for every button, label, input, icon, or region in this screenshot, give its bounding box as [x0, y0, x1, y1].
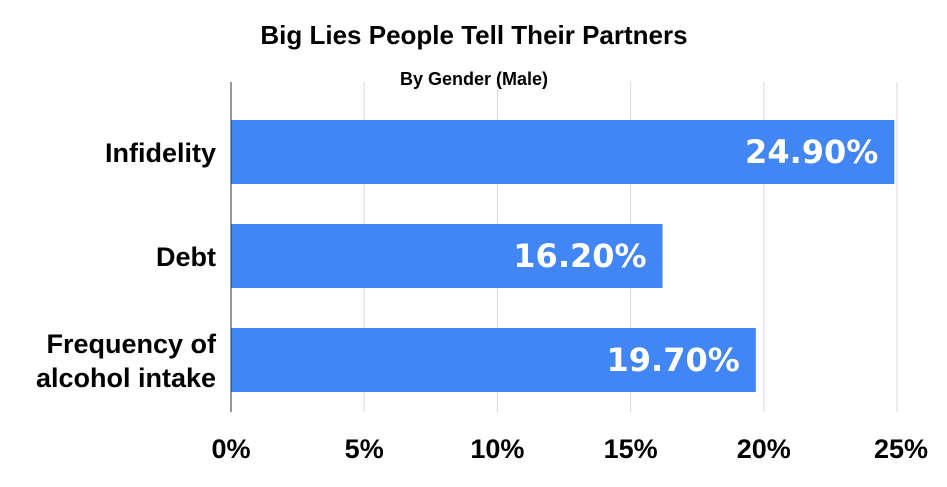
data-label-2: 19.70%: [607, 341, 740, 379]
category-label-2-0: Frequency of: [46, 329, 217, 359]
chart-title: Big Lies People Tell Their Partners: [260, 20, 687, 50]
x-tick-label-2: 10%: [470, 434, 524, 464]
category-label-1-0: Debt: [156, 242, 216, 272]
category-label-0-0: Infidelity: [105, 138, 216, 168]
bar-0: [231, 120, 895, 184]
bars: [231, 120, 895, 392]
bar-1: [231, 224, 663, 288]
category-label-2-1: alcohol intake: [36, 363, 216, 393]
x-tick-label-5: 25%: [874, 434, 928, 464]
x-tick-label-1: 5%: [345, 434, 384, 464]
category-labels: Infidelity Debt Frequency of alcohol intake: [36, 138, 217, 393]
x-tick-label-0: 0%: [211, 434, 250, 464]
data-labels: 24.90% 16.20% 19.70%: [513, 133, 878, 379]
x-tick-labels: 0% 5% 10% 15% 20% 25%: [211, 434, 928, 464]
chart-subtitle: By Gender (Male): [400, 69, 548, 89]
data-label-1: 16.20%: [513, 237, 646, 275]
bar-2: [231, 328, 756, 392]
data-label-0: 24.90%: [745, 133, 878, 171]
x-tick-label-3: 15%: [604, 434, 658, 464]
x-tick-label-4: 20%: [737, 434, 791, 464]
